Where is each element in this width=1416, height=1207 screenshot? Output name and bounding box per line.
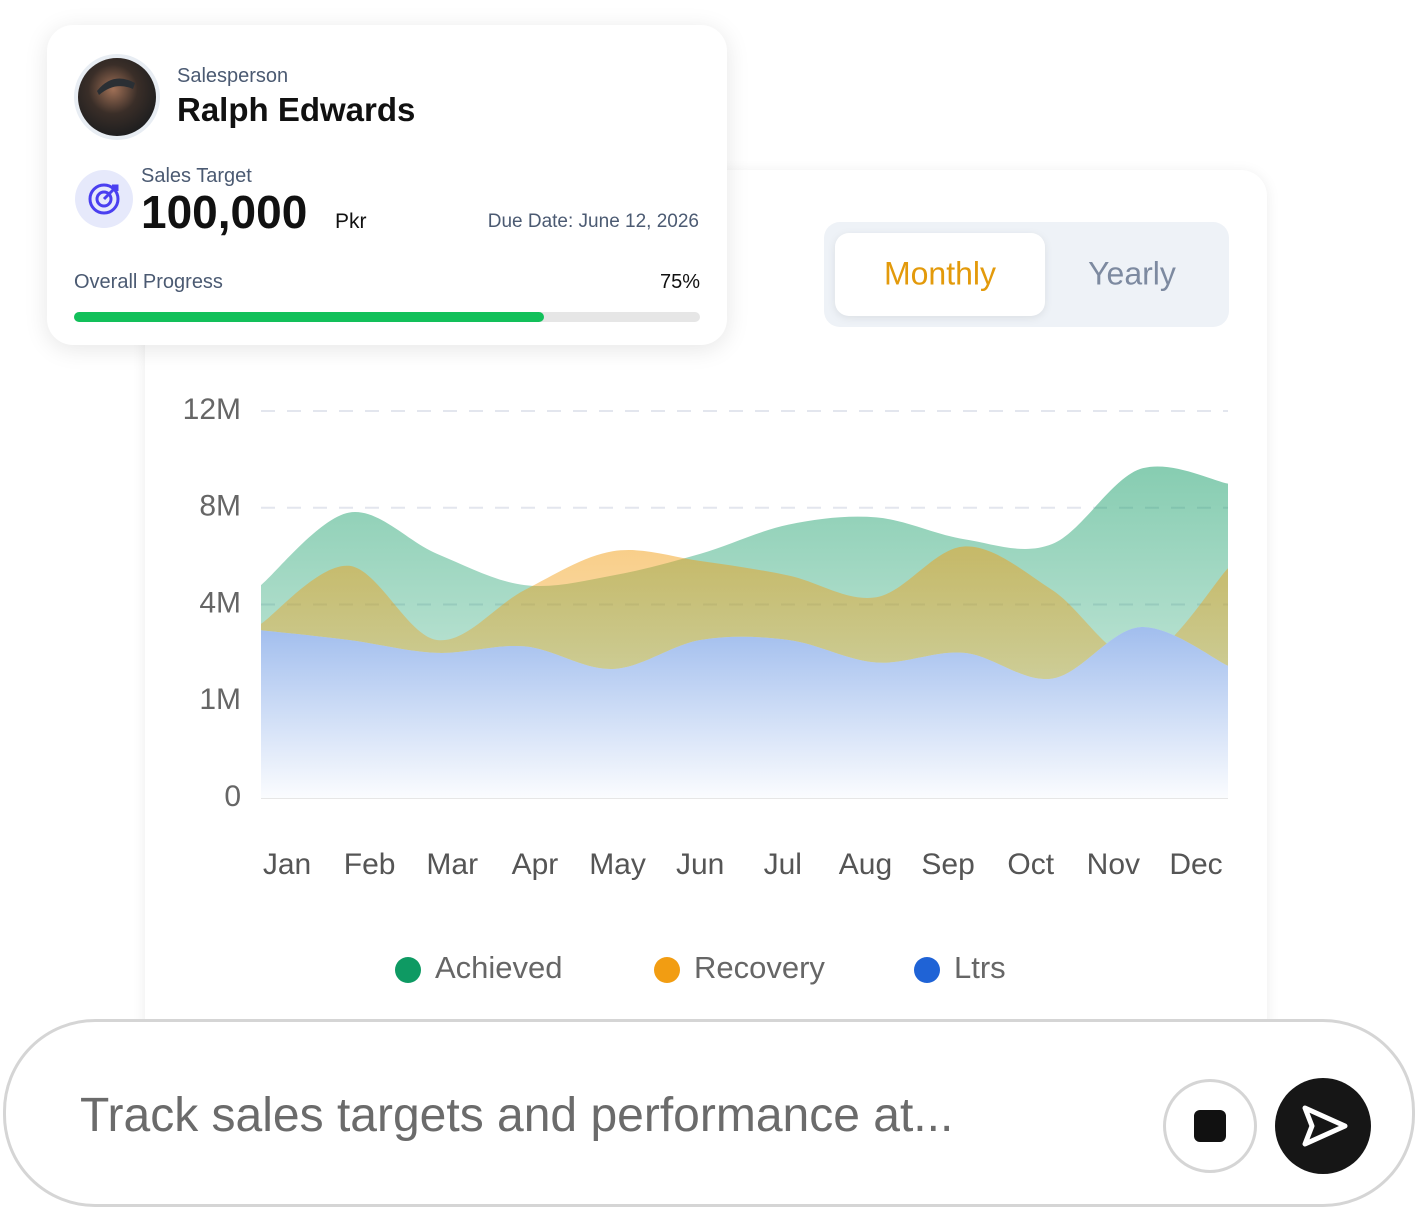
target-icon <box>75 170 133 228</box>
progress-label: Overall Progress <box>74 271 223 293</box>
legend-label: Recovery <box>694 950 825 985</box>
progress-track <box>74 312 700 322</box>
progress-bar <box>74 312 544 322</box>
legend-dot <box>395 957 421 983</box>
y-tick-label: 1M <box>199 683 241 716</box>
x-tick-label: Jun <box>676 848 724 881</box>
x-tick-label: Oct <box>1007 848 1054 881</box>
name: Ralph Edwards <box>177 91 416 128</box>
x-tick-label: Apr <box>512 848 559 881</box>
progress-value: 75% <box>659 271 700 293</box>
y-tick-label: 12M <box>183 393 241 426</box>
profile-card: Salesperson Ralph Edwards Sales Target 1… <box>47 25 727 345</box>
legend-dot <box>654 957 680 983</box>
legend-label: Achieved <box>435 950 563 985</box>
y-tick-label: 4M <box>199 586 241 619</box>
target-value: 100,000 <box>141 186 308 238</box>
due-date: Due Date: June 12, 2026 <box>487 211 699 232</box>
x-tick-label: Nov <box>1087 848 1140 881</box>
x-tick-label: Jul <box>764 848 802 881</box>
chat-input[interactable]: Track sales targets and performance at..… <box>3 1019 1415 1207</box>
target-unit: Pkr <box>335 210 367 233</box>
stop-icon <box>1194 1110 1226 1142</box>
stop-button[interactable] <box>1163 1079 1257 1173</box>
x-tick-label: Jan <box>263 848 311 881</box>
x-tick-label: May <box>589 848 646 881</box>
x-tick-label: Aug <box>839 848 892 881</box>
send-button[interactable] <box>1275 1078 1371 1174</box>
legend-label: Ltrs <box>954 950 1006 985</box>
toggle-active[interactable] <box>835 233 1045 316</box>
avatar <box>74 54 160 140</box>
x-tick-label: Feb <box>344 848 396 881</box>
y-tick-label: 8M <box>199 490 241 523</box>
toggle-yearly[interactable]: Yearly <box>1088 255 1176 291</box>
x-tick-label: Mar <box>426 848 478 881</box>
x-tick-label: Sep <box>921 848 974 881</box>
y-tick-label: 0 <box>224 780 241 813</box>
legend-dot <box>914 957 940 983</box>
area-fill <box>261 626 1228 798</box>
input-placeholder: Track sales targets and performance at..… <box>80 1089 954 1142</box>
role: Salesperson <box>177 65 289 87</box>
target-label: Sales Target <box>141 165 252 187</box>
toggle-monthly[interactable]: Monthly <box>884 255 996 291</box>
x-tick-label: Dec <box>1169 848 1222 881</box>
